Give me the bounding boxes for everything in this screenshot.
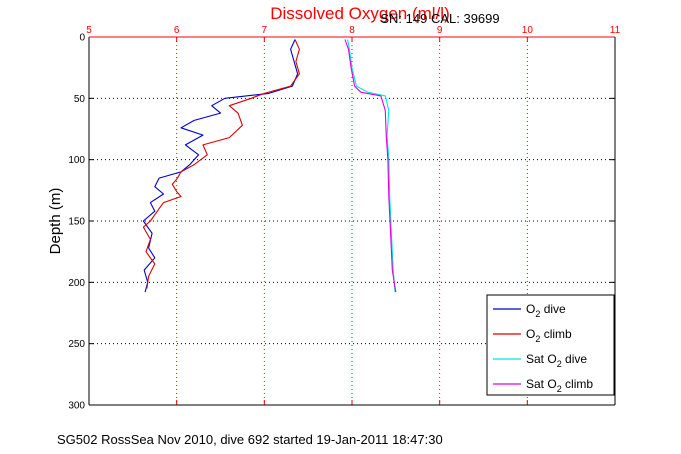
x-tick-label: 9 [437,25,443,36]
legend-entry: O2 dive [526,302,566,319]
text-group: Dissolved Oxygen (ml/l) SN: 149 CAL: 396… [47,4,500,447]
legend: O2 dive O2 climb Sat O2 dive Sat O2 climb [486,294,615,396]
y-axis-label: Depth (m) [47,188,64,255]
y-tick-label: 250 [68,339,85,350]
series-line [347,39,396,293]
series-line [142,39,300,289]
legend-entry: O2 climb [526,327,572,344]
x-tick-label: 10 [522,25,534,36]
grid [89,37,615,405]
chart-title: Dissolved Oxygen (ml/l) [270,4,450,23]
x-tick-label: 5 [86,25,92,36]
y-tick-label: 0 [79,33,85,44]
axes: 5 6 7 8 9 10 11 0 50 100 150 200 250 300 [68,25,620,412]
series-line [344,39,397,293]
x-tick-label: 7 [262,25,268,36]
x-tick-label: 6 [174,25,180,36]
legend-box [486,294,615,396]
y-tick-label: 200 [68,278,85,289]
legend-entry: Sat O2 climb [526,377,593,394]
y-tick-label: 50 [74,94,86,105]
y-tick-label: 100 [68,155,85,166]
legend-entry: Sat O2 dive [526,352,587,369]
series-group [142,39,397,293]
y-tick-label: 150 [68,217,85,228]
chart-subtitle: SN: 149 CAL: 39699 [380,11,499,26]
footer-caption: SG502 RossSea Nov 2010, dive 692 started… [57,432,443,447]
x-tick-label: 8 [349,25,355,36]
y-tick-label: 300 [68,401,85,412]
x-tick-label: 11 [610,25,621,36]
